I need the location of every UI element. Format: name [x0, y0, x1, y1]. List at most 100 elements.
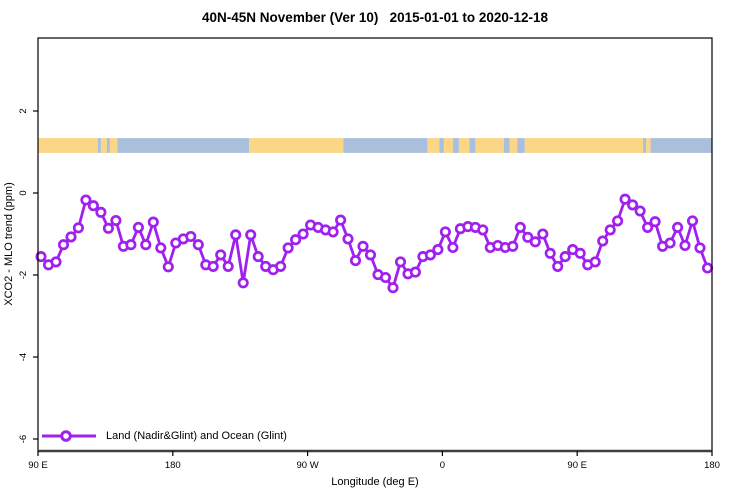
data-point: [275, 260, 287, 272]
data-point: [132, 221, 144, 233]
data-point: [612, 215, 624, 227]
data-point: [245, 229, 257, 241]
data-point: [207, 260, 219, 272]
data-point: [125, 239, 137, 251]
data-point: [604, 224, 616, 236]
data-point: [80, 194, 92, 206]
data-point: [110, 214, 122, 227]
strip-segment-land: [443, 138, 453, 153]
plot-box: [37, 37, 713, 452]
data-point: [679, 239, 691, 252]
data-point: [185, 230, 197, 243]
strip-segment-ocean: [343, 138, 428, 153]
data-point: [627, 199, 639, 211]
x-tick-label: 0: [440, 460, 445, 471]
data-point: [237, 277, 249, 289]
data-point: [439, 226, 451, 238]
chart-title: 40N-45N November (Ver 10) 2015-01-01 to …: [202, 10, 548, 25]
y-axis-title: XCO2 - MLO trend (ppm): [3, 182, 15, 306]
data-point: [192, 239, 204, 251]
data-point: [559, 251, 571, 263]
strip-segment-ocean: [469, 138, 476, 153]
data-point: [102, 222, 114, 234]
data-point: [424, 249, 436, 261]
strip-segment-ocean: [452, 138, 459, 153]
strip-segment-land: [427, 138, 440, 153]
data-point: [282, 242, 294, 254]
strip-segment-land: [249, 138, 344, 153]
x-tick-label: 180: [704, 460, 720, 471]
x-tick-label: 90 E: [28, 460, 48, 471]
legend-series-marker: [42, 430, 96, 442]
legend: Land (Nadir&Glint) and Ocean (Glint): [40, 427, 287, 445]
data-point: [686, 215, 699, 227]
x-axis-title: Longitude (deg E): [331, 476, 419, 488]
data-point: [65, 231, 77, 243]
data-point: [335, 214, 347, 226]
data-point: [140, 239, 152, 251]
data-point: [514, 221, 526, 233]
data-point: [252, 251, 264, 263]
data-point: [477, 224, 489, 236]
strip-segment-ocean: [97, 138, 101, 153]
data-point: [589, 256, 601, 268]
data-point: [230, 229, 242, 241]
strip-segment-ocean: [439, 138, 444, 153]
data-point: [522, 231, 534, 243]
strip-segment-ocean: [517, 138, 525, 153]
data-point: [552, 260, 564, 272]
strip-segment-land: [646, 138, 651, 153]
y-tick-label: -4: [18, 353, 29, 361]
data-point: [642, 221, 654, 233]
data-point: [379, 271, 392, 284]
data-point: [529, 236, 541, 248]
data-point: [290, 234, 302, 246]
data-point: [619, 193, 631, 205]
legend-series-label: Land (Nadir&Glint) and Ocean (Glint): [106, 430, 287, 442]
data-point: [162, 261, 174, 273]
data-point: [544, 247, 556, 259]
strip-segment-land: [100, 138, 107, 153]
data-point: [649, 216, 661, 228]
data-point: [349, 255, 362, 267]
x-tick-label: 90 W: [297, 460, 319, 471]
strip-segment-ocean: [650, 138, 712, 153]
data-point: [574, 247, 586, 259]
x-tick-label: 180: [165, 460, 181, 471]
data-point: [342, 233, 354, 245]
data-point: [364, 249, 377, 261]
strip-segment-land: [475, 138, 504, 153]
data-point: [664, 237, 676, 249]
data-point: [387, 282, 399, 294]
strip-segment-ocean: [106, 138, 110, 153]
data-point: [57, 239, 70, 251]
data-point: [597, 235, 609, 247]
data-point: [672, 221, 684, 233]
strip-segment-land: [38, 138, 98, 153]
y-tick-label: -6: [18, 435, 29, 443]
data-point: [35, 251, 47, 263]
y-tick-label: -2: [18, 271, 29, 279]
data-point: [357, 240, 369, 252]
data-point: [155, 242, 167, 254]
data-point: [507, 240, 519, 252]
data-point: [409, 266, 421, 278]
data-point: [72, 222, 84, 234]
data-point: [50, 256, 62, 268]
y-tick-label: 0: [18, 190, 29, 195]
strip-segment-land: [509, 138, 518, 153]
x-tick-label: 90 E: [567, 460, 587, 471]
data-point: [537, 228, 549, 240]
data-point: [447, 241, 459, 254]
data-point: [147, 216, 159, 228]
strip-segment-land: [458, 138, 470, 153]
data-point: [87, 200, 99, 212]
data-point: [694, 242, 706, 254]
data-point: [327, 226, 339, 238]
data-point: [432, 244, 444, 256]
data-point: [394, 256, 407, 268]
strip-segment-ocean: [503, 138, 510, 153]
y-tick-label: 2: [18, 108, 29, 113]
